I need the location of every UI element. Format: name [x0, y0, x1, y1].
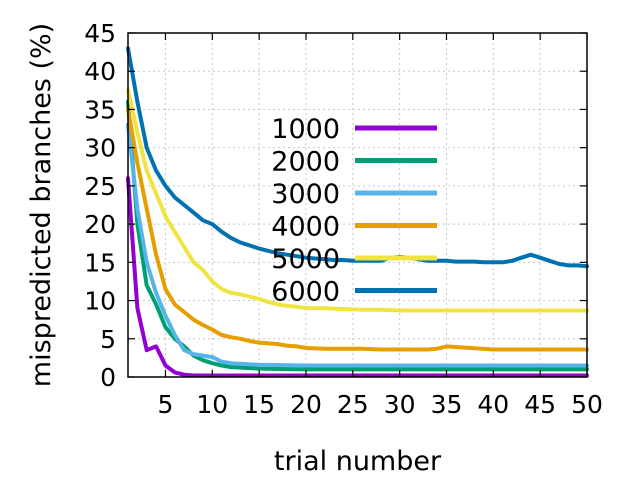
x-tick-label: 45 — [524, 390, 556, 419]
x-axis-label: trial number — [274, 446, 442, 477]
series-line-5000 — [126, 88, 589, 313]
x-tick-label: 30 — [384, 390, 416, 419]
legend-label-2000: 2000 — [271, 147, 340, 178]
series-line-2000 — [126, 99, 589, 372]
x-tick-label: 50 — [571, 390, 603, 419]
x-axis-ticks: 5 10 15 20 25 30 35 40 45 50 — [158, 33, 603, 419]
y-tick-label: 45 — [84, 19, 116, 48]
y-tick-label: 25 — [84, 172, 116, 201]
y-tick-label: 30 — [84, 134, 116, 163]
y-axis-ticks: 0 5 10 15 20 25 30 35 40 45 — [84, 19, 587, 392]
y-tick-label: 15 — [84, 248, 116, 277]
series-line-3000 — [126, 122, 589, 368]
plot-frame — [127, 32, 588, 378]
y-tick-label: 0 — [100, 363, 116, 392]
y-tick-label: 40 — [84, 57, 116, 86]
x-tick-label: 25 — [337, 390, 369, 419]
series-line-1000 — [126, 176, 589, 378]
x-tick-label: 20 — [290, 390, 322, 419]
y-axis-label: mispredicted branches (%) — [26, 23, 57, 387]
x-tick-label: 40 — [477, 390, 509, 419]
y-tick-label: 10 — [84, 287, 116, 316]
y-tick-label: 35 — [84, 95, 116, 124]
legend-label-1000: 1000 — [271, 114, 340, 145]
x-tick-label: 15 — [243, 390, 275, 419]
grid — [128, 32, 588, 378]
legend-label-3000: 3000 — [271, 179, 340, 210]
y-tick-label: 5 — [100, 325, 116, 354]
x-tick-label: 10 — [196, 390, 228, 419]
legend-label-4000: 4000 — [271, 212, 340, 243]
y-tick-label: 20 — [84, 210, 116, 239]
series-line-6000 — [126, 46, 589, 269]
legend-label-5000: 5000 — [271, 244, 340, 275]
legend-label-6000: 6000 — [271, 277, 340, 308]
series-line-4000 — [126, 107, 589, 352]
series-lines — [126, 46, 589, 378]
x-tick-label: 35 — [431, 390, 463, 419]
x-tick-label: 5 — [158, 390, 174, 419]
